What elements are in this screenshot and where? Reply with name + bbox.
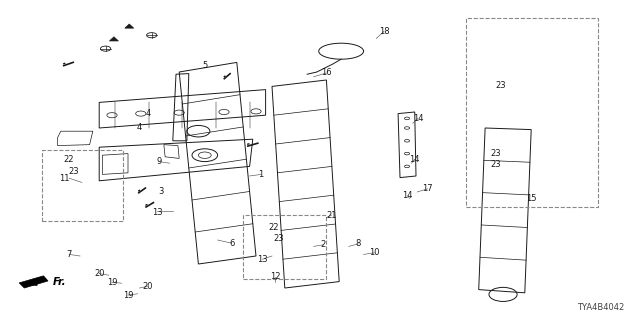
- Text: 14: 14: [410, 155, 420, 164]
- Text: 22: 22: [64, 155, 74, 164]
- Text: 11: 11: [59, 174, 69, 183]
- Text: 23: 23: [491, 149, 501, 158]
- Text: 8: 8: [356, 239, 361, 248]
- Polygon shape: [109, 37, 118, 41]
- Text: 23: 23: [491, 160, 501, 169]
- Text: 6: 6: [229, 239, 234, 248]
- Polygon shape: [19, 276, 48, 288]
- Text: 10: 10: [369, 248, 380, 257]
- Text: 17: 17: [422, 184, 433, 193]
- Text: 7: 7: [67, 250, 72, 259]
- Bar: [42, 150, 123, 221]
- Text: 1: 1: [259, 170, 264, 179]
- Text: 20: 20: [142, 282, 152, 291]
- Bar: [466, 18, 598, 207]
- Text: 23: 23: [495, 81, 506, 90]
- Text: 3: 3: [159, 188, 164, 196]
- Text: 16: 16: [321, 68, 332, 77]
- Text: 19: 19: [123, 291, 133, 300]
- Text: 15: 15: [526, 194, 536, 203]
- Polygon shape: [125, 24, 134, 28]
- Text: 20: 20: [94, 269, 104, 278]
- Text: 14: 14: [413, 114, 423, 123]
- Text: 21: 21: [326, 211, 337, 220]
- Text: 22: 22: [269, 223, 279, 232]
- Text: 14: 14: [403, 191, 413, 200]
- Text: Fr.: Fr.: [52, 277, 66, 287]
- Text: TYA4B4042: TYA4B4042: [577, 303, 624, 312]
- Text: 5: 5: [202, 61, 207, 70]
- Text: 4: 4: [137, 124, 142, 132]
- Text: 9: 9: [156, 157, 161, 166]
- Text: 2: 2: [321, 240, 326, 249]
- Bar: [243, 215, 326, 279]
- Text: 4: 4: [146, 109, 151, 118]
- Text: 13: 13: [152, 208, 163, 217]
- Text: 18: 18: [379, 27, 389, 36]
- Text: 12: 12: [270, 272, 280, 281]
- Text: 23: 23: [68, 167, 79, 176]
- Text: 19: 19: [107, 278, 117, 287]
- Text: 13: 13: [257, 255, 268, 264]
- Text: 23: 23: [274, 234, 284, 243]
